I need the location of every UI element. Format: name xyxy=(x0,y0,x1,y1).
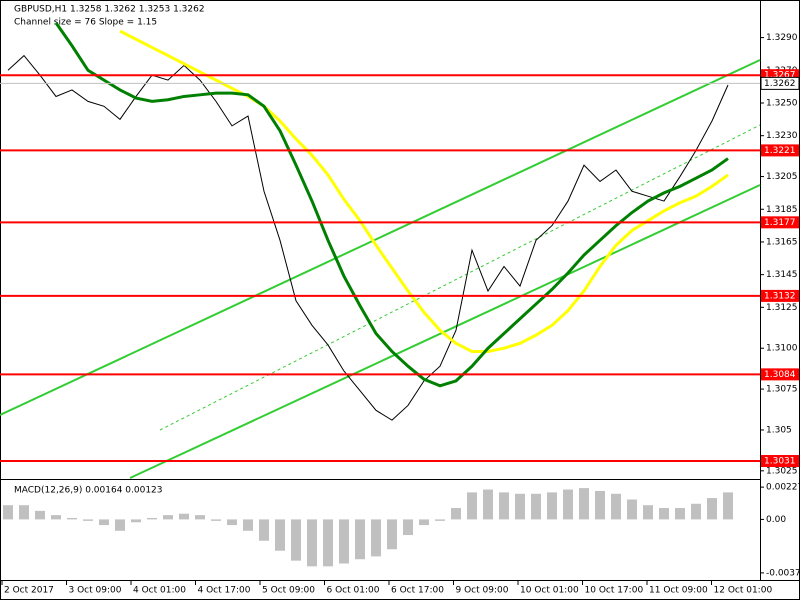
macd-bar xyxy=(195,515,205,520)
macd-bar xyxy=(131,519,141,523)
macd-bar xyxy=(259,519,269,541)
x-tick-label: 6 Oct 17:00 xyxy=(391,586,444,596)
level-label: 1.3084 xyxy=(764,370,796,380)
y-tick-label: 1.3185 xyxy=(766,205,798,215)
x-tick-label: 9 Oct 09:00 xyxy=(456,586,509,596)
level-label: 1.3177 xyxy=(764,218,796,228)
current-price-label: 1.3262 xyxy=(764,79,796,89)
macd-bar xyxy=(3,505,13,520)
macd-bar xyxy=(691,503,701,520)
macd-bar xyxy=(499,492,509,520)
macd-bar xyxy=(723,492,733,520)
macd-bar xyxy=(707,498,717,520)
level-label: 1.3132 xyxy=(764,291,796,301)
y-tick-label: 1.3125 xyxy=(766,303,798,313)
x-tick-label: 11 Oct 09:00 xyxy=(649,586,708,596)
current-price-box xyxy=(760,76,800,90)
level-label: 1.3031 xyxy=(764,457,796,467)
y-tick-label: -0.00376 xyxy=(766,568,800,578)
macd-bar xyxy=(339,519,349,564)
price-line xyxy=(119,29,729,353)
channel-upper xyxy=(0,59,761,416)
x-tick-label: 5 Oct 09:00 xyxy=(262,586,315,596)
macd-bar xyxy=(163,515,173,520)
y-tick-label: 1.3075 xyxy=(766,385,798,395)
y-tick-label: 0.00 xyxy=(766,515,786,525)
macd-bar xyxy=(675,508,685,520)
y-tick-label: 1.3205 xyxy=(766,172,798,182)
macd-bar xyxy=(147,517,157,520)
macd-bar xyxy=(435,519,445,521)
macd-bar xyxy=(83,519,93,521)
macd-bar xyxy=(611,493,621,520)
y-tick-label: 1.305 xyxy=(766,425,792,435)
x-tick-label: 4 Oct 17:00 xyxy=(198,586,251,596)
macd-bar xyxy=(355,519,365,560)
macd-bar xyxy=(323,519,333,567)
y-tick-label: 0.00227 xyxy=(766,483,800,493)
macd-bar xyxy=(307,519,317,567)
y-tick-label: 1.3165 xyxy=(766,237,798,247)
x-tick-label: 3 Oct 09:00 xyxy=(69,586,122,596)
channel xyxy=(0,59,761,479)
macd-bar xyxy=(403,519,413,536)
macd-bar xyxy=(99,519,109,526)
macd-bar xyxy=(563,489,573,520)
macd-bar xyxy=(275,519,285,551)
y-tick-label: 1.3290 xyxy=(766,33,798,43)
y-tick-label: 1.3250 xyxy=(766,98,798,108)
x-tick-label: 6 Oct 01:00 xyxy=(327,586,380,596)
macd-bar xyxy=(531,493,541,520)
macd-bar xyxy=(419,519,429,526)
macd-bar xyxy=(371,519,381,557)
macd-bar xyxy=(451,508,461,520)
x-tick-label: 10 Oct 01:00 xyxy=(520,586,579,596)
macd-bar xyxy=(243,519,253,531)
y-tick-label: 1.3100 xyxy=(766,344,798,354)
chart-subtitle: Channel size = 76 Slope = 1.15 xyxy=(14,18,157,28)
macd-bar xyxy=(659,508,669,520)
macd-bar xyxy=(467,492,477,520)
level-box xyxy=(761,368,799,381)
macd-bar xyxy=(387,519,397,550)
macd-bar xyxy=(211,519,221,521)
x-tick-label: 4 Oct 01:00 xyxy=(133,586,186,596)
macd-bar xyxy=(67,517,77,520)
macd-bar xyxy=(547,492,557,520)
level-label: 1.3267 xyxy=(764,71,796,81)
channel-lower xyxy=(129,184,761,479)
level-box xyxy=(761,144,799,157)
level-box xyxy=(761,216,799,229)
x-tick-label: 12 Oct 01:00 xyxy=(714,586,773,596)
y-tick-label: 1.3230 xyxy=(766,131,798,141)
macd-bar xyxy=(227,519,237,526)
channel-middle xyxy=(159,124,761,431)
macd-bar xyxy=(35,510,45,520)
macd-bar xyxy=(115,519,125,531)
macd-bar xyxy=(51,515,61,520)
macd-bar xyxy=(483,489,493,520)
macd-bar xyxy=(291,519,301,561)
macd-title: MACD(12,26,9) 0.00164 0.00123 xyxy=(14,486,163,496)
level-label: 1.3221 xyxy=(764,146,796,156)
macd-bar xyxy=(579,488,589,520)
macd-bar xyxy=(643,505,653,520)
level-box xyxy=(761,455,799,468)
macd-bar xyxy=(595,490,605,520)
macd-bar xyxy=(515,493,525,520)
y-tick-label: 1.3145 xyxy=(766,270,798,280)
x-tick-label: 2 Oct 2017 xyxy=(4,586,54,596)
y-tick-label: 1.3025 xyxy=(766,466,798,476)
macd-bar xyxy=(179,513,189,520)
x-tick-label: 10 Oct 17:00 xyxy=(585,586,644,596)
level-box xyxy=(761,289,799,302)
chart-title: GBPUSD,H1 1.3258 1.3262 1.3253 1.3262 xyxy=(14,5,205,15)
price-line xyxy=(54,22,729,388)
macd-bar xyxy=(19,505,29,520)
macd-bar xyxy=(627,499,637,520)
price-line xyxy=(7,54,729,421)
